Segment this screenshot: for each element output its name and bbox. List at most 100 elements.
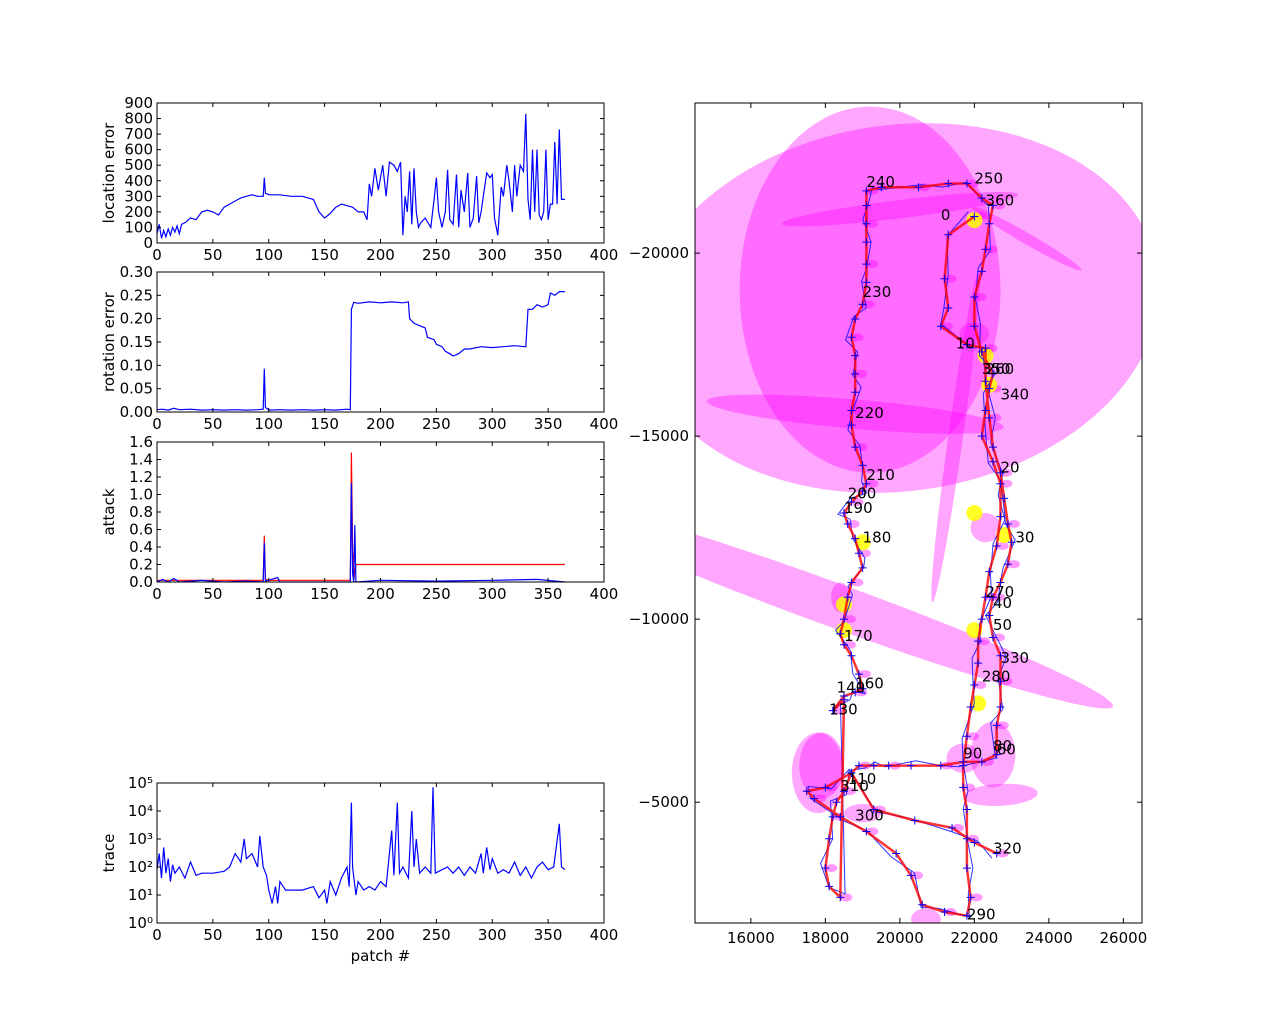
uncertainty-ellipse: [931, 270, 981, 603]
patch-number-label: 90: [963, 744, 982, 762]
pose-mark: [840, 509, 848, 517]
series-line-1: [156, 483, 565, 583]
y-tick-label: 10⁰: [128, 914, 153, 932]
y-tick-label: 0.4: [129, 538, 153, 556]
pose-mark: [962, 732, 971, 741]
y-tick-label: 600: [124, 141, 153, 159]
uncertainty-ellipse: [971, 206, 1082, 271]
pose-mark: [977, 432, 986, 441]
pose-mark: [962, 864, 971, 873]
small-uncertainty-ellipse: [866, 260, 879, 269]
small-uncertainty-ellipse: [985, 245, 998, 254]
small-uncertainty-ellipse: [996, 721, 1009, 730]
y-tick-label: −15000: [629, 427, 689, 445]
pose-mark: [962, 834, 971, 843]
y-axis-label: location error: [100, 122, 118, 223]
small-uncertainty-ellipse: [993, 201, 1005, 210]
pose-mark: [974, 637, 983, 646]
y-tick-label: 10¹: [128, 886, 153, 904]
pose-mark: [992, 541, 1001, 550]
x-tick-label: 250: [422, 926, 451, 944]
pose-mark: [869, 805, 878, 814]
small-uncertainty-ellipse: [866, 219, 879, 228]
small-uncertainty-ellipse: [858, 670, 871, 679]
y-tick-label: 0.20: [120, 310, 153, 328]
pose-mark: [862, 201, 871, 210]
x-tick-label: 150: [310, 926, 339, 944]
y-tick-label: 500: [124, 156, 153, 174]
y-tick-label: 1.2: [129, 468, 153, 486]
pose-mark: [992, 750, 1001, 759]
highlight-marker: [966, 505, 983, 521]
pose-mark: [992, 849, 1001, 858]
uncertainty-ellipse: [739, 106, 1001, 473]
x-tick-label: 18000: [802, 929, 850, 947]
x-tick-label: 50: [203, 585, 222, 603]
small-uncertainty-ellipse: [855, 369, 868, 378]
pose-mark: [840, 787, 848, 796]
pose-mark: [907, 871, 916, 880]
pose-mark: [985, 384, 994, 393]
small-uncertainty-ellipse: [851, 406, 864, 415]
x-axis-label: patch #: [351, 947, 411, 965]
small-uncertainty-ellipse: [970, 893, 983, 902]
pose-mark: [802, 787, 811, 796]
pose-mark: [996, 512, 1005, 521]
pose-mark: [877, 183, 886, 192]
pose-mark: [959, 761, 968, 770]
patch-number-label: 130: [829, 700, 858, 718]
x-tick-label: 20000: [876, 929, 924, 947]
pose-mark: [981, 344, 990, 353]
series-line-0: [157, 452, 565, 581]
pose-mark: [936, 761, 945, 770]
pose-mark: [858, 684, 867, 693]
y-tick-label: 0.2: [129, 556, 153, 574]
patch-number-label: 170: [844, 627, 873, 645]
small-uncertainty-ellipse: [844, 640, 856, 649]
pose-mark: [858, 563, 867, 572]
x-tick-label: 250: [422, 585, 451, 603]
pose-mark: [821, 864, 830, 873]
y-tick-label: 900: [124, 94, 153, 112]
y-tick-label: 10²: [128, 858, 153, 876]
small-uncertainty-ellipse: [1000, 677, 1013, 686]
patch-number-label: 320: [993, 839, 1022, 857]
patch-number-label: 350: [982, 360, 1011, 378]
uncertainty-ellipse: [911, 908, 941, 923]
pose-mark: [989, 593, 997, 602]
x-tick-label: 16000: [727, 929, 775, 947]
series-line-0: [156, 291, 565, 411]
series-line-0: [156, 113, 565, 239]
pose-mark: [1003, 519, 1012, 528]
pose-mark: [851, 314, 860, 323]
pose-mark: [989, 457, 997, 466]
pose-mark: [996, 677, 1005, 686]
pose-mark: [989, 201, 997, 210]
y-axis-label: trace: [100, 834, 118, 873]
x-tick-label: 24000: [1025, 929, 1073, 947]
small-uncertainty-ellipse: [858, 549, 871, 558]
patch-number-label: 300: [855, 807, 884, 825]
small-uncertainty-ellipse: [993, 593, 1005, 602]
pose-mark: [977, 194, 986, 203]
y-tick-label: −5000: [638, 793, 689, 811]
pose-mark: [977, 757, 986, 766]
pose-mark: [914, 183, 923, 192]
pose-mark: [944, 179, 953, 188]
x-tick-label: 50: [203, 926, 222, 944]
pose-mark: [996, 479, 1005, 488]
pose-mark: [862, 186, 871, 195]
pose-mark: [836, 893, 845, 902]
small-uncertainty-ellipse: [844, 615, 856, 624]
patch-number-label: 360: [986, 192, 1015, 210]
uncertainty-ellipse: [695, 123, 1142, 493]
series-line-0: [156, 787, 566, 904]
pose-mark: [847, 421, 856, 430]
pose-mark: [854, 761, 863, 770]
patch-number-label: 310: [840, 777, 869, 795]
patch-number-label: 260: [986, 360, 1015, 378]
small-uncertainty-ellipse: [974, 681, 987, 690]
pose-mark: [858, 300, 867, 309]
small-uncertainty-ellipse: [974, 293, 987, 302]
